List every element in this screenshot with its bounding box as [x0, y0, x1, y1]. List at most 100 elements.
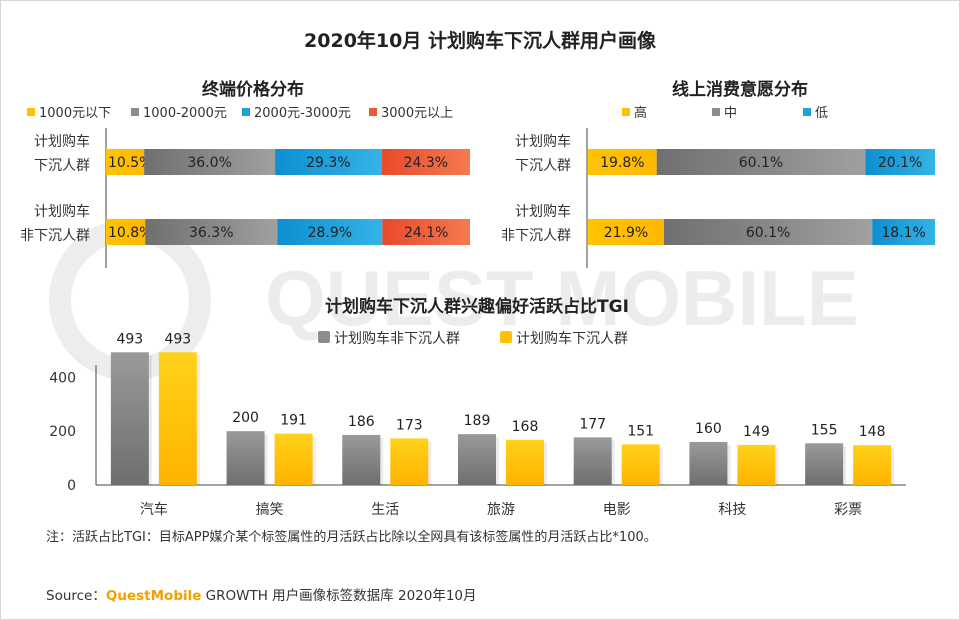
bar-value-label: 168 — [512, 419, 539, 435]
category-label: 计划购车 — [34, 133, 90, 150]
bar — [621, 444, 660, 485]
price-distribution-chart: 终端价格分布 1000元以下 1000-2000元 2000元-3000元 3000元以… — [20, 79, 470, 268]
y-tick-label: 400 — [49, 370, 76, 386]
bar-value-label: 493 — [116, 331, 143, 347]
legend-swatch — [318, 331, 330, 343]
watermark-logo-ring — [49, 219, 211, 381]
chart-title: 终端价格分布 — [202, 79, 304, 100]
data-label: 10.5% — [108, 155, 152, 171]
y-tick-label: 0 — [67, 478, 76, 494]
stacked-bar-segment — [865, 149, 935, 175]
stacked-bar-segment — [145, 219, 278, 245]
bar-value-label: 200 — [232, 410, 259, 426]
legend-label: 计划购车下沉人群 — [516, 330, 628, 347]
source-suffix: GROWTH 用户画像标签数据库 2020年10月 — [201, 587, 476, 604]
watermark-text: QUEST MOBILE — [265, 254, 859, 342]
stacked-bar-segment — [872, 219, 935, 245]
data-label: 24.1% — [404, 225, 448, 241]
stacked-bar-segment — [381, 149, 470, 175]
legend-swatch — [622, 108, 630, 116]
source-brand: QuestMobile — [106, 588, 202, 604]
bar — [458, 434, 496, 485]
stacked-bar-segment — [588, 219, 664, 245]
data-label: 18.1% — [881, 225, 925, 241]
stacked-bar-segment — [663, 219, 873, 245]
x-category-label: 搞笑 — [256, 502, 284, 518]
x-category-label: 电影 — [603, 502, 631, 518]
source-line: Source：QuestMobile GROWTH 用户画像标签数据库 2020… — [46, 587, 477, 604]
page-title: 2020年10月 计划购车下沉人群用户画像 — [304, 29, 657, 52]
data-label: 28.9% — [308, 225, 352, 241]
legend-swatch — [27, 108, 35, 116]
x-category-label: 汽车 — [140, 501, 168, 518]
consumption-willingness-chart: 线上消费意愿分布高中低计划购车下沉人群 19.8% 60.1% 20.1%计划购车非下… — [501, 79, 935, 268]
bar — [342, 434, 381, 485]
bar-value-label: 177 — [579, 416, 606, 432]
legend-swatch — [369, 108, 377, 116]
bar-value-label: 151 — [627, 423, 654, 439]
data-label: 24.3% — [404, 155, 448, 171]
stacked-bar-segment — [656, 149, 866, 175]
bar — [689, 441, 728, 485]
bar-value-label: 186 — [348, 414, 375, 430]
x-category-label: 彩票 — [834, 502, 862, 518]
bar-value-label: 189 — [464, 413, 491, 429]
legend-label: 1000元以下 — [39, 106, 111, 121]
bar — [506, 439, 544, 485]
legend-label: 2000元-3000元 — [254, 106, 351, 121]
bar-value-label: 148 — [859, 424, 886, 440]
bar-value-label: 493 — [164, 331, 191, 347]
category-label: 非下沉人群 — [501, 228, 571, 244]
data-label: 19.8% — [600, 155, 644, 171]
bar — [390, 438, 429, 485]
legend-swatch — [500, 331, 512, 343]
footnote: 注：活跃占比TGI：目标APP媒介某个标签属性的月活跃占比除以全网具有该标签属性… — [46, 529, 657, 545]
legend-label: 1000-2000元 — [143, 106, 227, 121]
bar — [805, 443, 844, 485]
x-category-label: 生活 — [371, 502, 399, 518]
category-label: 下沉人群 — [515, 158, 571, 174]
stacked-bar-segment — [144, 149, 276, 175]
legend-label: 低 — [815, 106, 828, 121]
legend-label: 中 — [724, 106, 737, 121]
x-category-label: 科技 — [718, 502, 746, 518]
y-tick-label: 200 — [49, 424, 76, 440]
data-label: 36.0% — [187, 155, 231, 171]
bar — [158, 352, 197, 485]
bar — [226, 431, 265, 485]
bar-value-label: 191 — [280, 413, 307, 429]
legend-label: 高 — [634, 105, 647, 121]
bar-value-label: 149 — [743, 424, 770, 440]
bar — [853, 445, 892, 485]
legend-label: 3000元以上 — [381, 106, 453, 121]
stacked-bar-segment — [277, 219, 383, 245]
bar-value-label: 160 — [695, 421, 722, 437]
category-label: 非下沉人群 — [20, 228, 90, 244]
category-label: 计划购车 — [515, 133, 571, 150]
chart-title: 计划购车下沉人群兴趣偏好活跃占比TGI — [325, 296, 629, 317]
data-label: 29.3% — [306, 155, 350, 171]
stacked-bar-segment — [106, 149, 145, 175]
data-label: 36.3% — [189, 225, 233, 241]
stacked-bar-segment — [588, 149, 657, 175]
data-label: 21.9% — [604, 225, 648, 241]
stacked-bar-segment — [382, 219, 470, 245]
legend-swatch — [712, 108, 720, 116]
data-label: 10.8% — [108, 225, 152, 241]
data-label: 60.1% — [739, 155, 783, 171]
legend-label: 计划购车非下沉人群 — [334, 330, 460, 347]
source-prefix: Source： — [46, 588, 106, 604]
bar — [737, 444, 776, 485]
stacked-bar-segment — [275, 149, 382, 175]
bar-value-label: 155 — [811, 422, 838, 438]
bar — [274, 433, 313, 485]
chart-title: 线上消费意愿分布 — [672, 79, 808, 100]
stacked-bar-segment — [106, 219, 146, 245]
category-label: 计划购车 — [515, 203, 571, 220]
legend-swatch — [803, 108, 811, 116]
legend-swatch — [131, 108, 139, 116]
data-label: 20.1% — [878, 155, 922, 171]
interest-tgi-chart: 计划购车下沉人群兴趣偏好活跃占比TGI 计划购车非下沉人群 计划购车下沉人群 0 200… — [49, 296, 906, 518]
data-label: 60.1% — [746, 225, 790, 241]
